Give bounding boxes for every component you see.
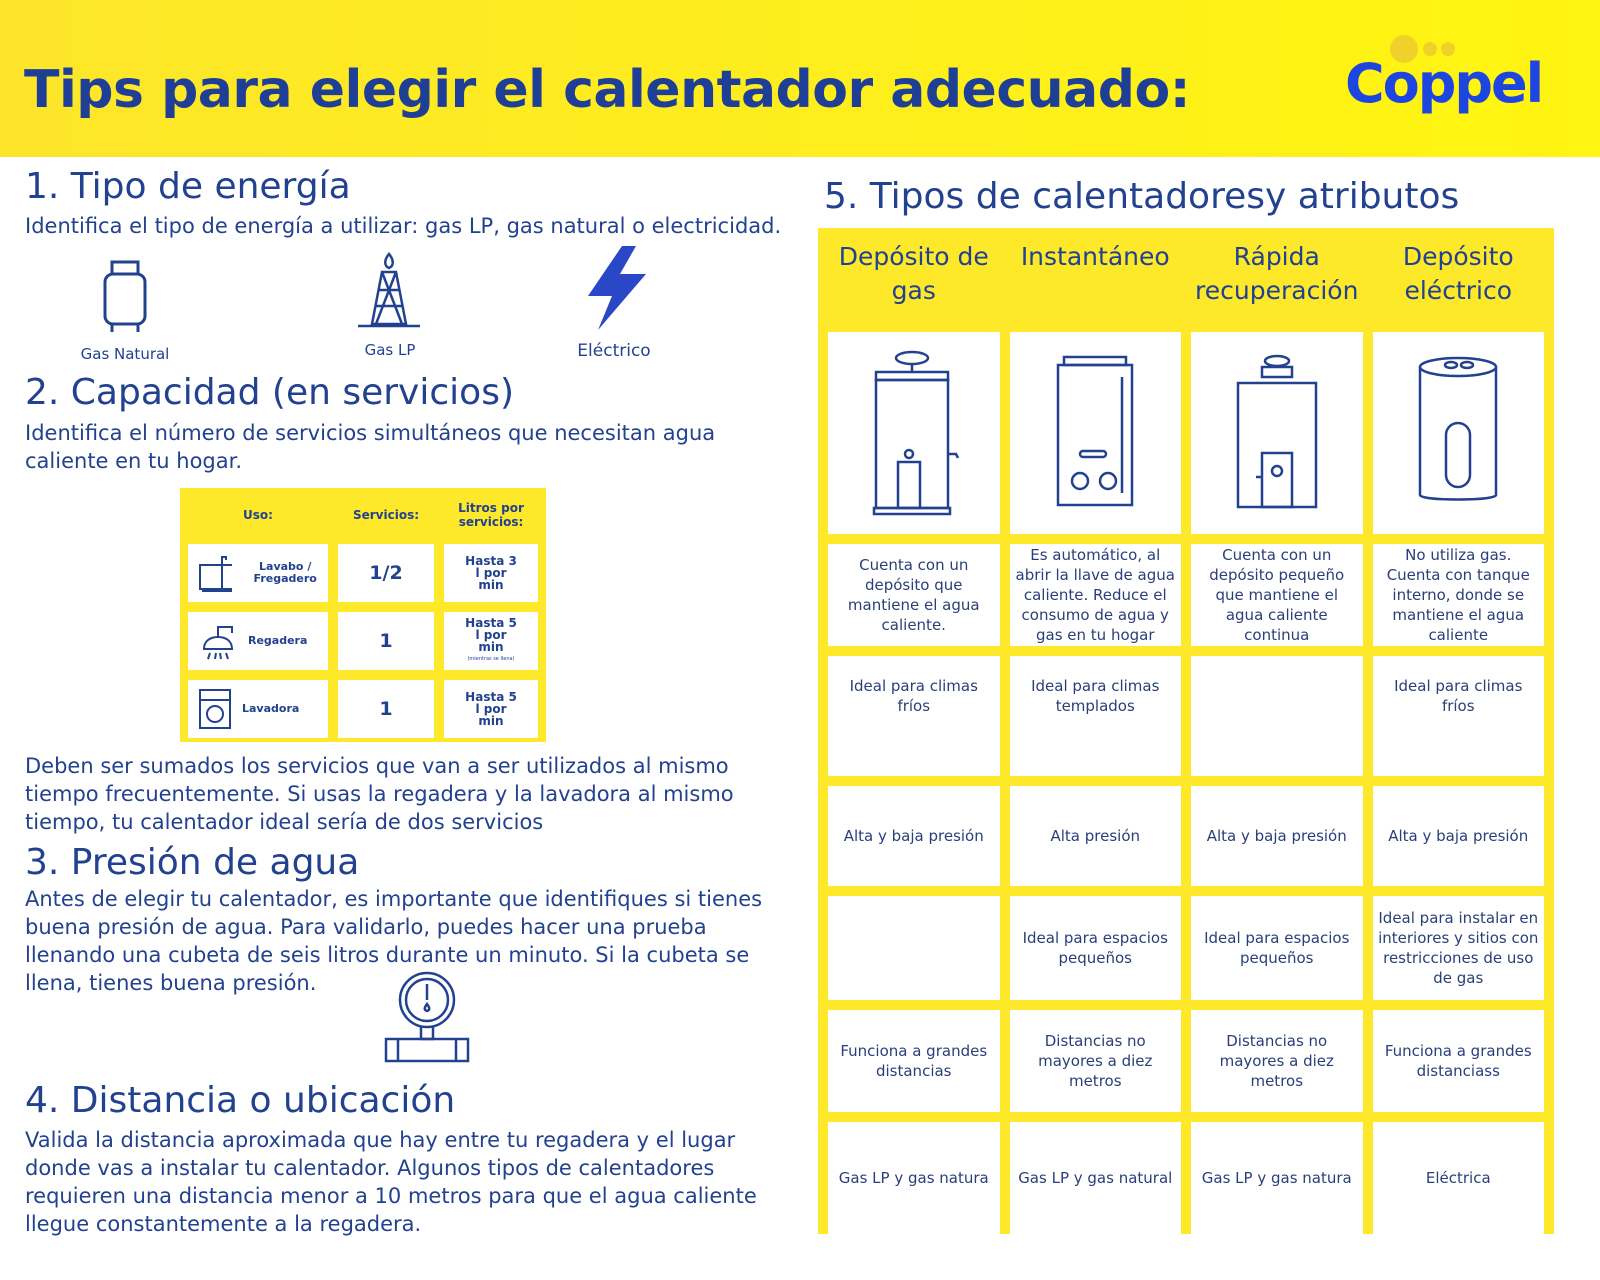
- services-table: Uso: Servicios: Litros por servicios: La…: [180, 488, 546, 742]
- gas-tank-heater-icon: [872, 350, 959, 516]
- energy-label-gas-lp: Gas LP: [364, 341, 416, 359]
- row-litros: Hasta 3 l por min: [444, 544, 538, 602]
- cell-gas-type: Gas LP y gas natura: [1191, 1122, 1363, 1234]
- section-5-title: 5. Tipos de calentadoresy atributos: [824, 176, 1460, 217]
- energy-label-electrico: Eléctrico: [577, 341, 651, 361]
- header-uso: Uso:: [243, 508, 273, 522]
- lightning-icon: [588, 246, 646, 330]
- cell-pressure: Alta y baja presión: [1372, 786, 1544, 886]
- cell-climate: Ideal para climas templados: [1009, 656, 1181, 776]
- heater-types-table: Depósito de gas Instantáneo Rápida recup…: [818, 228, 1554, 1234]
- column-header: Instantáneo: [1020, 242, 1170, 271]
- fast-recovery-heater-image: [1191, 332, 1363, 534]
- row-use-lavadora: Lavadora: [188, 680, 328, 738]
- cell-pressure: Alta y baja presión: [1191, 786, 1363, 886]
- column-header: Depósito de gas: [838, 242, 989, 305]
- electric-heater-image: [1372, 332, 1544, 534]
- row-servicios: 1: [338, 680, 434, 738]
- shower-icon: [202, 626, 234, 660]
- instant-heater-icon: [1057, 355, 1134, 507]
- cell-distance: Funciona a grandes distanciass: [1372, 1010, 1544, 1112]
- coppel-logo: Coppel: [1345, 30, 1544, 120]
- section-3-text: Antes de elegir tu calentador, es import…: [25, 887, 763, 995]
- page-title: Tips para elegir el calentador adecuado:: [24, 60, 1191, 120]
- header-servicios: Servicios:: [352, 508, 420, 522]
- electric-heater-icon: [1419, 356, 1498, 501]
- pressure-gauge-icon: [384, 971, 470, 1063]
- section-3-title: 3. Presión de agua: [25, 842, 360, 883]
- logo-text: Coppel: [1345, 52, 1544, 115]
- section-1-text: Identifica el tipo de energía a utilizar…: [25, 214, 782, 238]
- cell-space: Ideal para espacios pequeños: [1009, 896, 1181, 1000]
- row-use-lavabo: Lavabo / Fregadero: [188, 544, 328, 602]
- cell-distance: Distancias no mayores a diez metros: [1191, 1010, 1363, 1112]
- cell-climate: [1191, 656, 1363, 776]
- fast-recovery-heater-icon: [1236, 354, 1317, 509]
- section-2-note: Deben ser sumados los servicios que van …: [25, 754, 734, 834]
- section-4-title: 4. Distancia o ubicación: [25, 1080, 456, 1121]
- column-header: Rápida recuperación: [1195, 242, 1359, 305]
- cell-climate: Ideal para climas fríos: [828, 656, 1000, 776]
- instant-heater-image: [1009, 332, 1181, 534]
- section-2-text: Identifica el número de servicios simult…: [25, 421, 716, 473]
- section-1-title: 1. Tipo de energía: [25, 166, 351, 207]
- cell-description: Cuenta con un depósito pequeño que manti…: [1191, 544, 1363, 646]
- row-use-regadera: Regadera: [188, 612, 328, 670]
- washer-icon: [199, 689, 231, 729]
- cell-description: Cuenta con un depósito que mantiene el a…: [828, 544, 1000, 646]
- row-servicios: 1: [338, 612, 434, 670]
- section-4-text: Valida la distancia aproximada que hay e…: [25, 1128, 757, 1236]
- cell-climate: Ideal para climas fríos: [1372, 656, 1544, 776]
- cell-description: No utiliza gas. Cuenta con tanque intern…: [1372, 544, 1544, 646]
- cell-space: Ideal para espacios pequeños: [1191, 896, 1363, 1000]
- row-servicios: 1/2: [338, 544, 434, 602]
- section-2-title: 2. Capacidad (en servicios): [25, 372, 514, 413]
- cell-distance: Funciona a grandes distancias: [828, 1010, 1000, 1112]
- row-litros: Hasta 5 l por min (mientras se llena): [444, 612, 538, 670]
- cell-gas-type: Gas LP y gas natura: [828, 1122, 1000, 1234]
- cell-gas-type: Gas LP y gas natural: [1009, 1122, 1181, 1234]
- cell-description: Es automático, al abrir la llave de agua…: [1009, 544, 1181, 646]
- header-litros: Litros por servicios:: [458, 501, 524, 529]
- cell-pressure: Alta presión: [1009, 786, 1181, 886]
- cell-space: [828, 896, 1000, 1000]
- column-header: Depósito eléctrico: [1402, 242, 1514, 305]
- gas-tank-heater-image: [828, 332, 1000, 534]
- cell-distance: Distancias no mayores a diez metros: [1009, 1010, 1181, 1112]
- energy-label-gas-natural: Gas Natural: [80, 345, 170, 363]
- gas-tower-icon: [358, 252, 420, 328]
- sink-icon: [199, 556, 233, 592]
- cell-pressure: Alta y baja presión: [828, 786, 1000, 886]
- row-litros: Hasta 5 l por min: [444, 680, 538, 738]
- gas-tank-icon: [103, 260, 147, 332]
- cell-space: Ideal para instalar en interiores y siti…: [1372, 896, 1544, 1000]
- cell-gas-type: Eléctrica: [1372, 1122, 1544, 1234]
- header-banner: [0, 0, 1600, 157]
